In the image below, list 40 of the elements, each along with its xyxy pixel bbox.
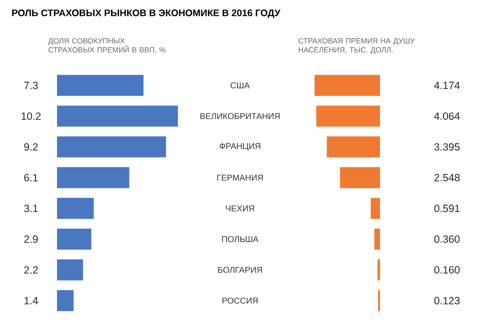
bar [57, 136, 166, 158]
data-label: 4.174 [434, 82, 460, 89]
bar [377, 259, 380, 280]
bar [57, 106, 178, 127]
bar [57, 198, 94, 219]
data-label: 10.2 [22, 112, 41, 120]
data-label: 0.160 [434, 266, 460, 274]
y-tick-label: ГЕРМАНИЯ [217, 174, 263, 181]
data-label: 2.548 [434, 174, 460, 182]
bar [57, 290, 74, 312]
bar [326, 136, 380, 158]
bar [57, 228, 92, 250]
data-label: 9.2 [24, 143, 38, 151]
data-label: 3.395 [434, 143, 460, 151]
data-label: 6.1 [24, 174, 38, 182]
y-tick-label: БОЛГАРИЯ [218, 266, 262, 273]
y-tick-label: США [230, 82, 250, 88]
data-label: 2.2 [24, 266, 38, 274]
bar [57, 74, 144, 96]
y-tick-label: ПОЛЬША [222, 236, 259, 242]
data-label: 0.591 [434, 204, 460, 212]
bar [370, 198, 380, 219]
data-label: 0.123 [434, 296, 460, 304]
data-label: 2.9 [24, 235, 38, 243]
bar [374, 228, 380, 250]
chart-title: РОЛЬ СТРАХОВЫХ РЫНКОВ В ЭКОНОМИКЕ В 2016 ГОДУ [12, 10, 280, 18]
data-label: 1.4 [24, 297, 38, 304]
bar [316, 106, 380, 127]
data-label: 4.064 [434, 112, 460, 120]
data-label: 0.360 [434, 235, 460, 243]
bar [57, 167, 130, 188]
data-label: 3.1 [24, 204, 38, 212]
y-tick-label: ЧЕХИЯ [226, 205, 254, 212]
bar [314, 74, 380, 96]
bar [340, 167, 380, 188]
y-tick-label: РОССИЯ [222, 298, 258, 304]
bar [57, 259, 84, 280]
y-tick-label: ФРАНЦИЯ [220, 143, 260, 151]
y-tick-label: ВЕЛИКОБРИТАНИЯ [200, 113, 280, 120]
data-label: 7.3 [24, 82, 38, 90]
